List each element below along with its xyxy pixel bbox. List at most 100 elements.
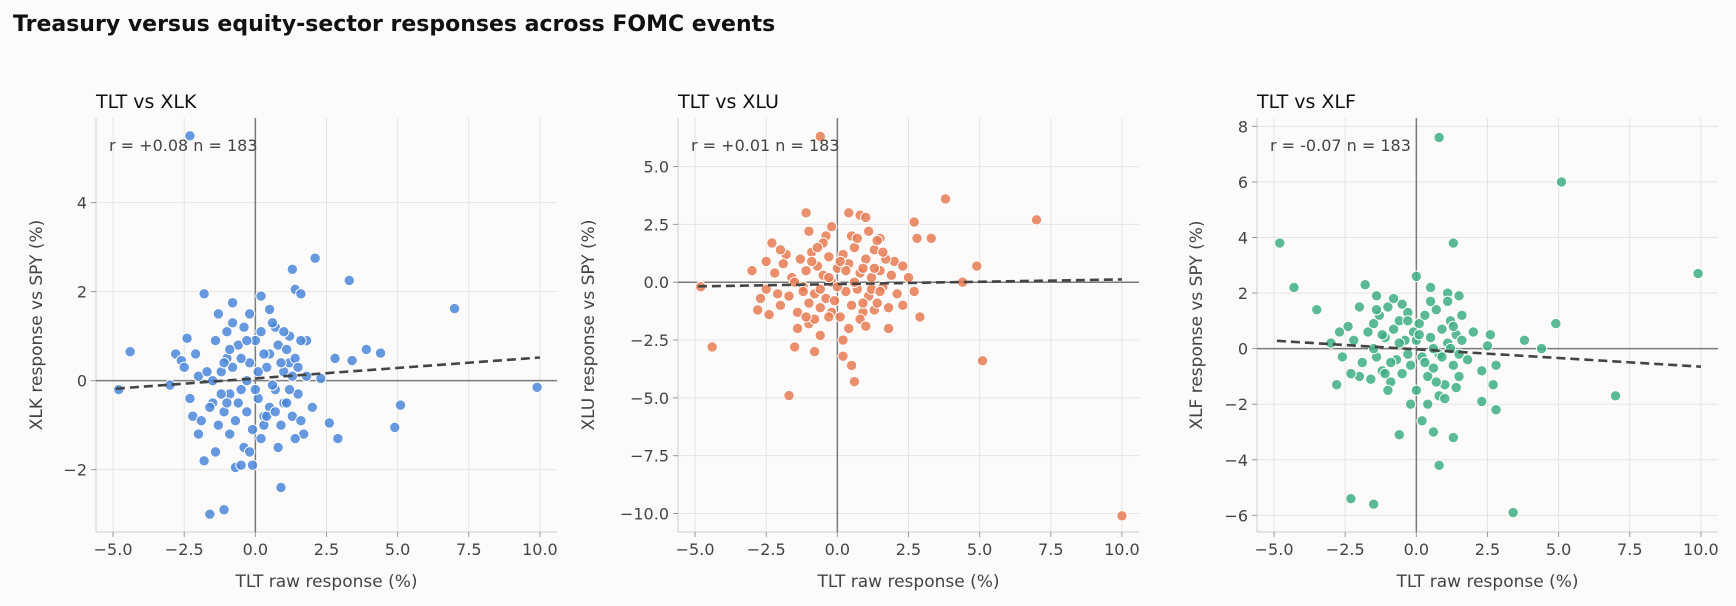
data-point: [843, 322, 855, 335]
data-point: [1453, 290, 1465, 302]
y-tick-label: 0: [77, 372, 87, 391]
data-point: [1402, 348, 1414, 360]
data-point: [1359, 279, 1371, 291]
data-point: [255, 325, 267, 338]
data-point: [275, 357, 287, 369]
data-point: [243, 446, 256, 458]
data-point: [241, 406, 253, 418]
data-point: [1274, 237, 1286, 249]
data-point: [1433, 459, 1445, 472]
data-point: [791, 322, 804, 335]
data-point: [309, 252, 321, 264]
data-point: [848, 276, 861, 288]
data-point: [1439, 392, 1451, 405]
data-point: [226, 317, 239, 329]
data-point: [201, 366, 213, 378]
data-point: [212, 419, 225, 431]
data-point: [1441, 295, 1454, 308]
data-point: [1393, 429, 1405, 441]
y-tick-label: −7.5: [630, 447, 669, 466]
data-point: [1402, 315, 1414, 327]
data-point: [241, 374, 253, 387]
data-point: [783, 389, 795, 402]
correlation-annotation: r = +0.01 n = 183: [691, 136, 840, 155]
scatter-panel-1: −5.0 −2.5 0.0 2.5 5.0 7.5 10.0 −2 0 2 4 TLT vs XLK r…: [27, 91, 558, 592]
data-point: [791, 306, 804, 318]
data-point: [1362, 326, 1374, 338]
data-point: [1348, 334, 1360, 346]
y-tick-label: −5.0: [630, 389, 669, 408]
correlation-annotation: r = +0.08 n = 183: [109, 136, 258, 155]
data-point: [1370, 290, 1383, 302]
data-point: [1382, 384, 1394, 396]
data-point: [1387, 292, 1400, 305]
x-tick-label: 0.0: [825, 540, 850, 559]
data-point: [1396, 298, 1408, 310]
data-point: [178, 361, 190, 373]
data-point: [295, 334, 307, 347]
y-tick-label: 2: [77, 283, 87, 302]
x-tick-label: −5.0: [1255, 540, 1294, 559]
data-point: [1385, 356, 1397, 369]
data-point: [246, 459, 259, 471]
x-tick-label: −2.5: [1326, 540, 1365, 559]
data-point: [806, 255, 818, 268]
data-point: [1365, 373, 1377, 385]
data-point: [751, 304, 764, 316]
data-point: [902, 271, 915, 284]
data-point: [860, 320, 872, 332]
data-point: [777, 258, 789, 270]
data-point: [249, 383, 262, 396]
data-point: [1413, 329, 1425, 341]
data-point: [914, 311, 926, 323]
data-point: [1367, 317, 1380, 330]
data-point: [840, 264, 852, 277]
data-point: [823, 251, 835, 263]
data-point: [1550, 317, 1562, 330]
data-point: [803, 225, 815, 238]
data-point: [1311, 304, 1323, 316]
data-point: [266, 379, 279, 391]
y-tick-label: −2.5: [630, 331, 669, 350]
data-point: [925, 232, 937, 244]
data-point: [845, 299, 858, 312]
data-point: [1410, 270, 1423, 283]
data-point: [255, 290, 267, 302]
data-point: [1427, 342, 1440, 355]
data-point: [848, 375, 861, 388]
data-point: [1424, 295, 1437, 308]
data-point: [221, 397, 233, 409]
data-point: [1476, 365, 1488, 377]
data-point: [275, 419, 287, 431]
x-tick-label: 7.5: [456, 540, 481, 559]
data-point: [295, 288, 307, 300]
data-point: [1424, 331, 1437, 344]
data-point: [1476, 395, 1488, 408]
data-point: [286, 263, 299, 276]
y-tick-label: 0.0: [644, 273, 669, 292]
data-point: [1436, 351, 1448, 363]
y-tick-label: 4: [77, 194, 87, 213]
data-point: [774, 244, 787, 256]
x-tick-label: 7.5: [1617, 540, 1642, 559]
data-point: [1481, 340, 1494, 352]
data-point: [783, 290, 795, 302]
data-point: [1535, 342, 1548, 355]
data-point: [1382, 301, 1394, 313]
data-point: [1456, 309, 1468, 321]
data-point: [834, 255, 846, 268]
data-point: [1427, 362, 1440, 374]
data-point: [1353, 301, 1366, 313]
data-point: [828, 295, 841, 307]
data-point: [209, 446, 222, 458]
data-point: [1419, 309, 1431, 321]
panel-title: TLT vs XLF: [1256, 91, 1356, 113]
data-point: [871, 234, 883, 247]
scatter-panel-2: −5.0 −2.5 0.0 2.5 5.0 7.5 10.0 −10.0 −7.5 −5.0 −2.…: [579, 91, 1140, 592]
data-point: [283, 383, 296, 396]
data-point: [840, 285, 852, 298]
data-point: [224, 428, 236, 440]
data-point: [226, 297, 239, 309]
data-point: [1419, 356, 1431, 369]
data-point: [241, 334, 253, 347]
